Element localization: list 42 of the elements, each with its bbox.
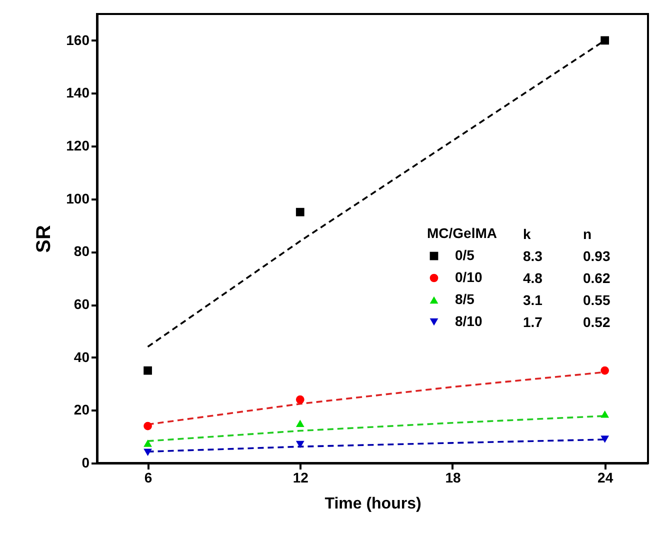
y-tick-label: 40 bbox=[74, 348, 90, 365]
annotation: 0.52 bbox=[583, 314, 610, 330]
annotation: n bbox=[583, 226, 592, 242]
annotation: 0.93 bbox=[583, 248, 610, 264]
point bbox=[600, 436, 610, 443]
y-tick-label: 80 bbox=[74, 243, 90, 260]
point bbox=[296, 440, 304, 448]
annotation: 8.3 bbox=[523, 248, 543, 264]
annotation: 3.1 bbox=[523, 292, 543, 308]
point bbox=[600, 36, 610, 45]
y-tick-label: 20 bbox=[74, 402, 90, 418]
y-tick-label: 0 bbox=[82, 454, 90, 470]
y-tick-label: 120 bbox=[66, 138, 90, 154]
annotation: k bbox=[523, 226, 531, 242]
y-axis-title: SR bbox=[33, 224, 56, 253]
point bbox=[144, 422, 152, 430]
x-tick-label: 24 bbox=[598, 470, 614, 486]
annotation: 0.55 bbox=[583, 292, 610, 308]
y-tick-label: 160 bbox=[66, 32, 90, 48]
annotation: 1.7 bbox=[523, 314, 543, 330]
legend-label: 0/5 bbox=[455, 247, 475, 263]
point bbox=[296, 420, 304, 428]
point bbox=[144, 448, 152, 456]
legend-label: 8/10 bbox=[455, 313, 482, 329]
legend-label: 0/10 bbox=[455, 269, 482, 285]
y-tick-label: 140 bbox=[66, 84, 90, 101]
annotation: 0.62 bbox=[583, 270, 610, 286]
point bbox=[144, 366, 152, 375]
legend-label: 8/5 bbox=[455, 291, 475, 307]
point bbox=[144, 440, 152, 447]
x-tick-label: 18 bbox=[445, 470, 461, 486]
point bbox=[600, 410, 610, 418]
point bbox=[296, 395, 304, 404]
point bbox=[600, 366, 610, 375]
y-tick-label: 100 bbox=[66, 190, 90, 206]
x-tick-label: 12 bbox=[292, 470, 309, 486]
legend-title: MC/GelMA bbox=[427, 225, 497, 241]
y-tick-label: 60 bbox=[74, 296, 90, 312]
x-axis-title: Time (hours) bbox=[324, 496, 422, 512]
x-tick-label: 6 bbox=[144, 470, 152, 486]
point bbox=[296, 208, 304, 216]
annotation: 4.8 bbox=[523, 270, 543, 286]
